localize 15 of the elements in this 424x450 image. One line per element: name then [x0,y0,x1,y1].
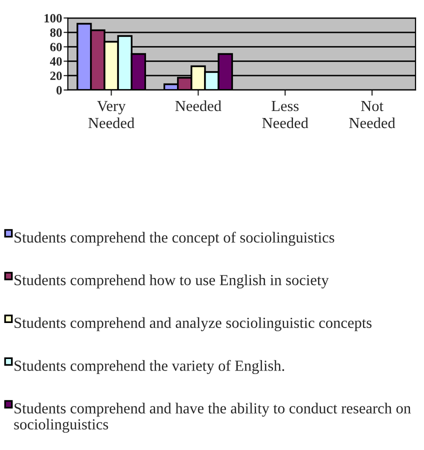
y-tick-label: 60 [50,42,62,52]
y-tick-label: 40 [50,57,62,66]
legend-label: Students comprehend and analyze sociolinguistic concepts [14,317,372,332]
legend-label: Students comprehend the variety of English. [14,360,284,374]
y-tick-label: 80 [50,28,62,37]
x-tick-label: Not Needed [349,101,396,128]
x-tick-label: Very Needed [88,100,134,128]
y-tick-label: 20 [50,72,62,80]
legend-label: Students comprehend the concept of sociolinguistics [14,232,334,246]
x-tick-label: Needed [175,100,222,112]
legend-label: Students comprehend and have the ability to conduct research on sociolinguistics [14,402,411,433]
y-tick-label: 0 [56,86,62,94]
y-tick-label: 100 [44,14,62,22]
legend-label: Students comprehend how to use English in society [14,274,329,288]
x-tick-label: Less Needed [262,101,308,128]
